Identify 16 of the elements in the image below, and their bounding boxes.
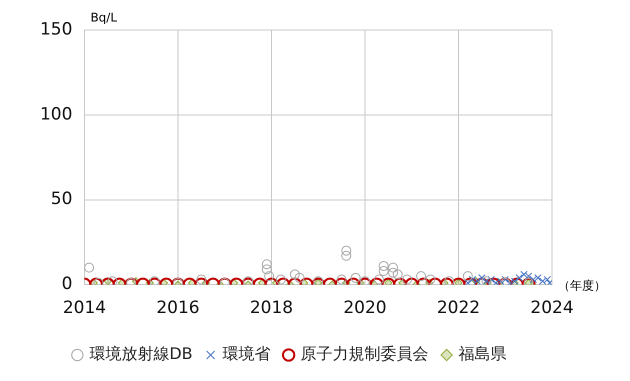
x-tick-label: 2016 bbox=[156, 298, 200, 318]
y-tick-label: 50 bbox=[50, 189, 72, 210]
x-tick-label: 2014 bbox=[62, 298, 106, 318]
x-axis-title: （年度） bbox=[558, 278, 606, 293]
x-tick-label: 2022 bbox=[436, 298, 480, 318]
x-tick-label: 2020 bbox=[343, 298, 387, 318]
x-tick-label: 2018 bbox=[250, 298, 294, 318]
y-tick-label: 100 bbox=[40, 104, 72, 124]
y-axis-title: Bq/L bbox=[90, 10, 118, 24]
legend-label: 環境放射線DB bbox=[89, 344, 193, 364]
legend-label: 福島県 bbox=[458, 344, 507, 364]
x-tick-label: 2024 bbox=[530, 298, 574, 318]
y-tick-label: 0 bbox=[62, 274, 72, 294]
legend-label: 環境省 bbox=[222, 344, 271, 364]
y-tick-label: 150 bbox=[40, 20, 72, 40]
legend-label: 原子力規制委員会 bbox=[300, 344, 429, 364]
